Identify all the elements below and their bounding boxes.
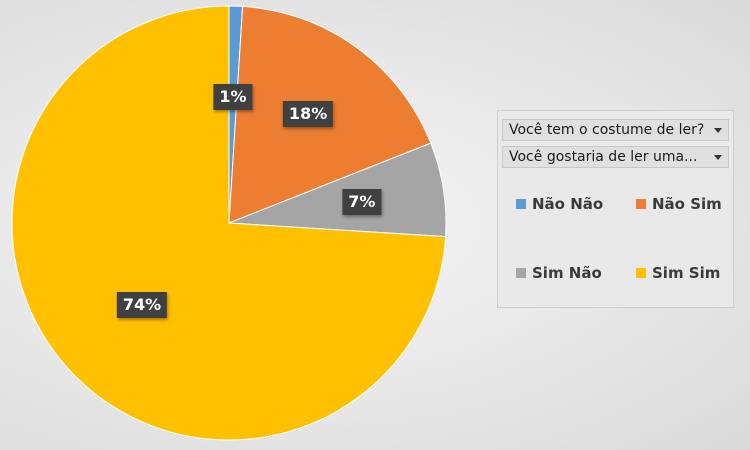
legend-item-nao-nao[interactable]: Não Não [516, 195, 603, 213]
legend-label: Sim Sim [652, 264, 721, 282]
chevron-down-icon[interactable] [714, 128, 722, 133]
legend-swatch [636, 268, 646, 278]
data-label-n-o-sim: 18% [282, 101, 334, 128]
data-label-n-o-n-o: 1% [213, 84, 253, 111]
legend-item-nao-sim[interactable]: Não Sim [636, 195, 722, 213]
filter-reading-habit-label: Você tem o costume de ler? [509, 122, 705, 138]
data-label-sim-sim: 74% [116, 291, 168, 318]
legend-label: Não Sim [652, 195, 722, 213]
chevron-down-icon[interactable] [714, 155, 722, 160]
pie-slice-sim-sim[interactable] [11, 5, 447, 441]
data-label-sim-n-o: 7% [342, 188, 382, 215]
filter-would-like-to-read-label: Você gostaria de ler uma... [509, 149, 698, 165]
legend-item-sim-sim[interactable]: Sim Sim [636, 264, 720, 282]
legend-label: Sim Não [532, 264, 602, 282]
filter-would-like-to-read[interactable]: Você gostaria de ler uma... [502, 146, 729, 168]
filter-reading-habit[interactable]: Você tem o costume de ler? [502, 119, 729, 141]
legend-swatch [516, 268, 526, 278]
legend-swatch [516, 199, 526, 209]
legend-item-sim-nao[interactable]: Sim Não [516, 264, 602, 282]
legend-swatch [636, 199, 646, 209]
legend-label: Não Não [532, 195, 604, 213]
legend-panel: Você tem o costume de ler? Você gostaria… [497, 110, 734, 308]
